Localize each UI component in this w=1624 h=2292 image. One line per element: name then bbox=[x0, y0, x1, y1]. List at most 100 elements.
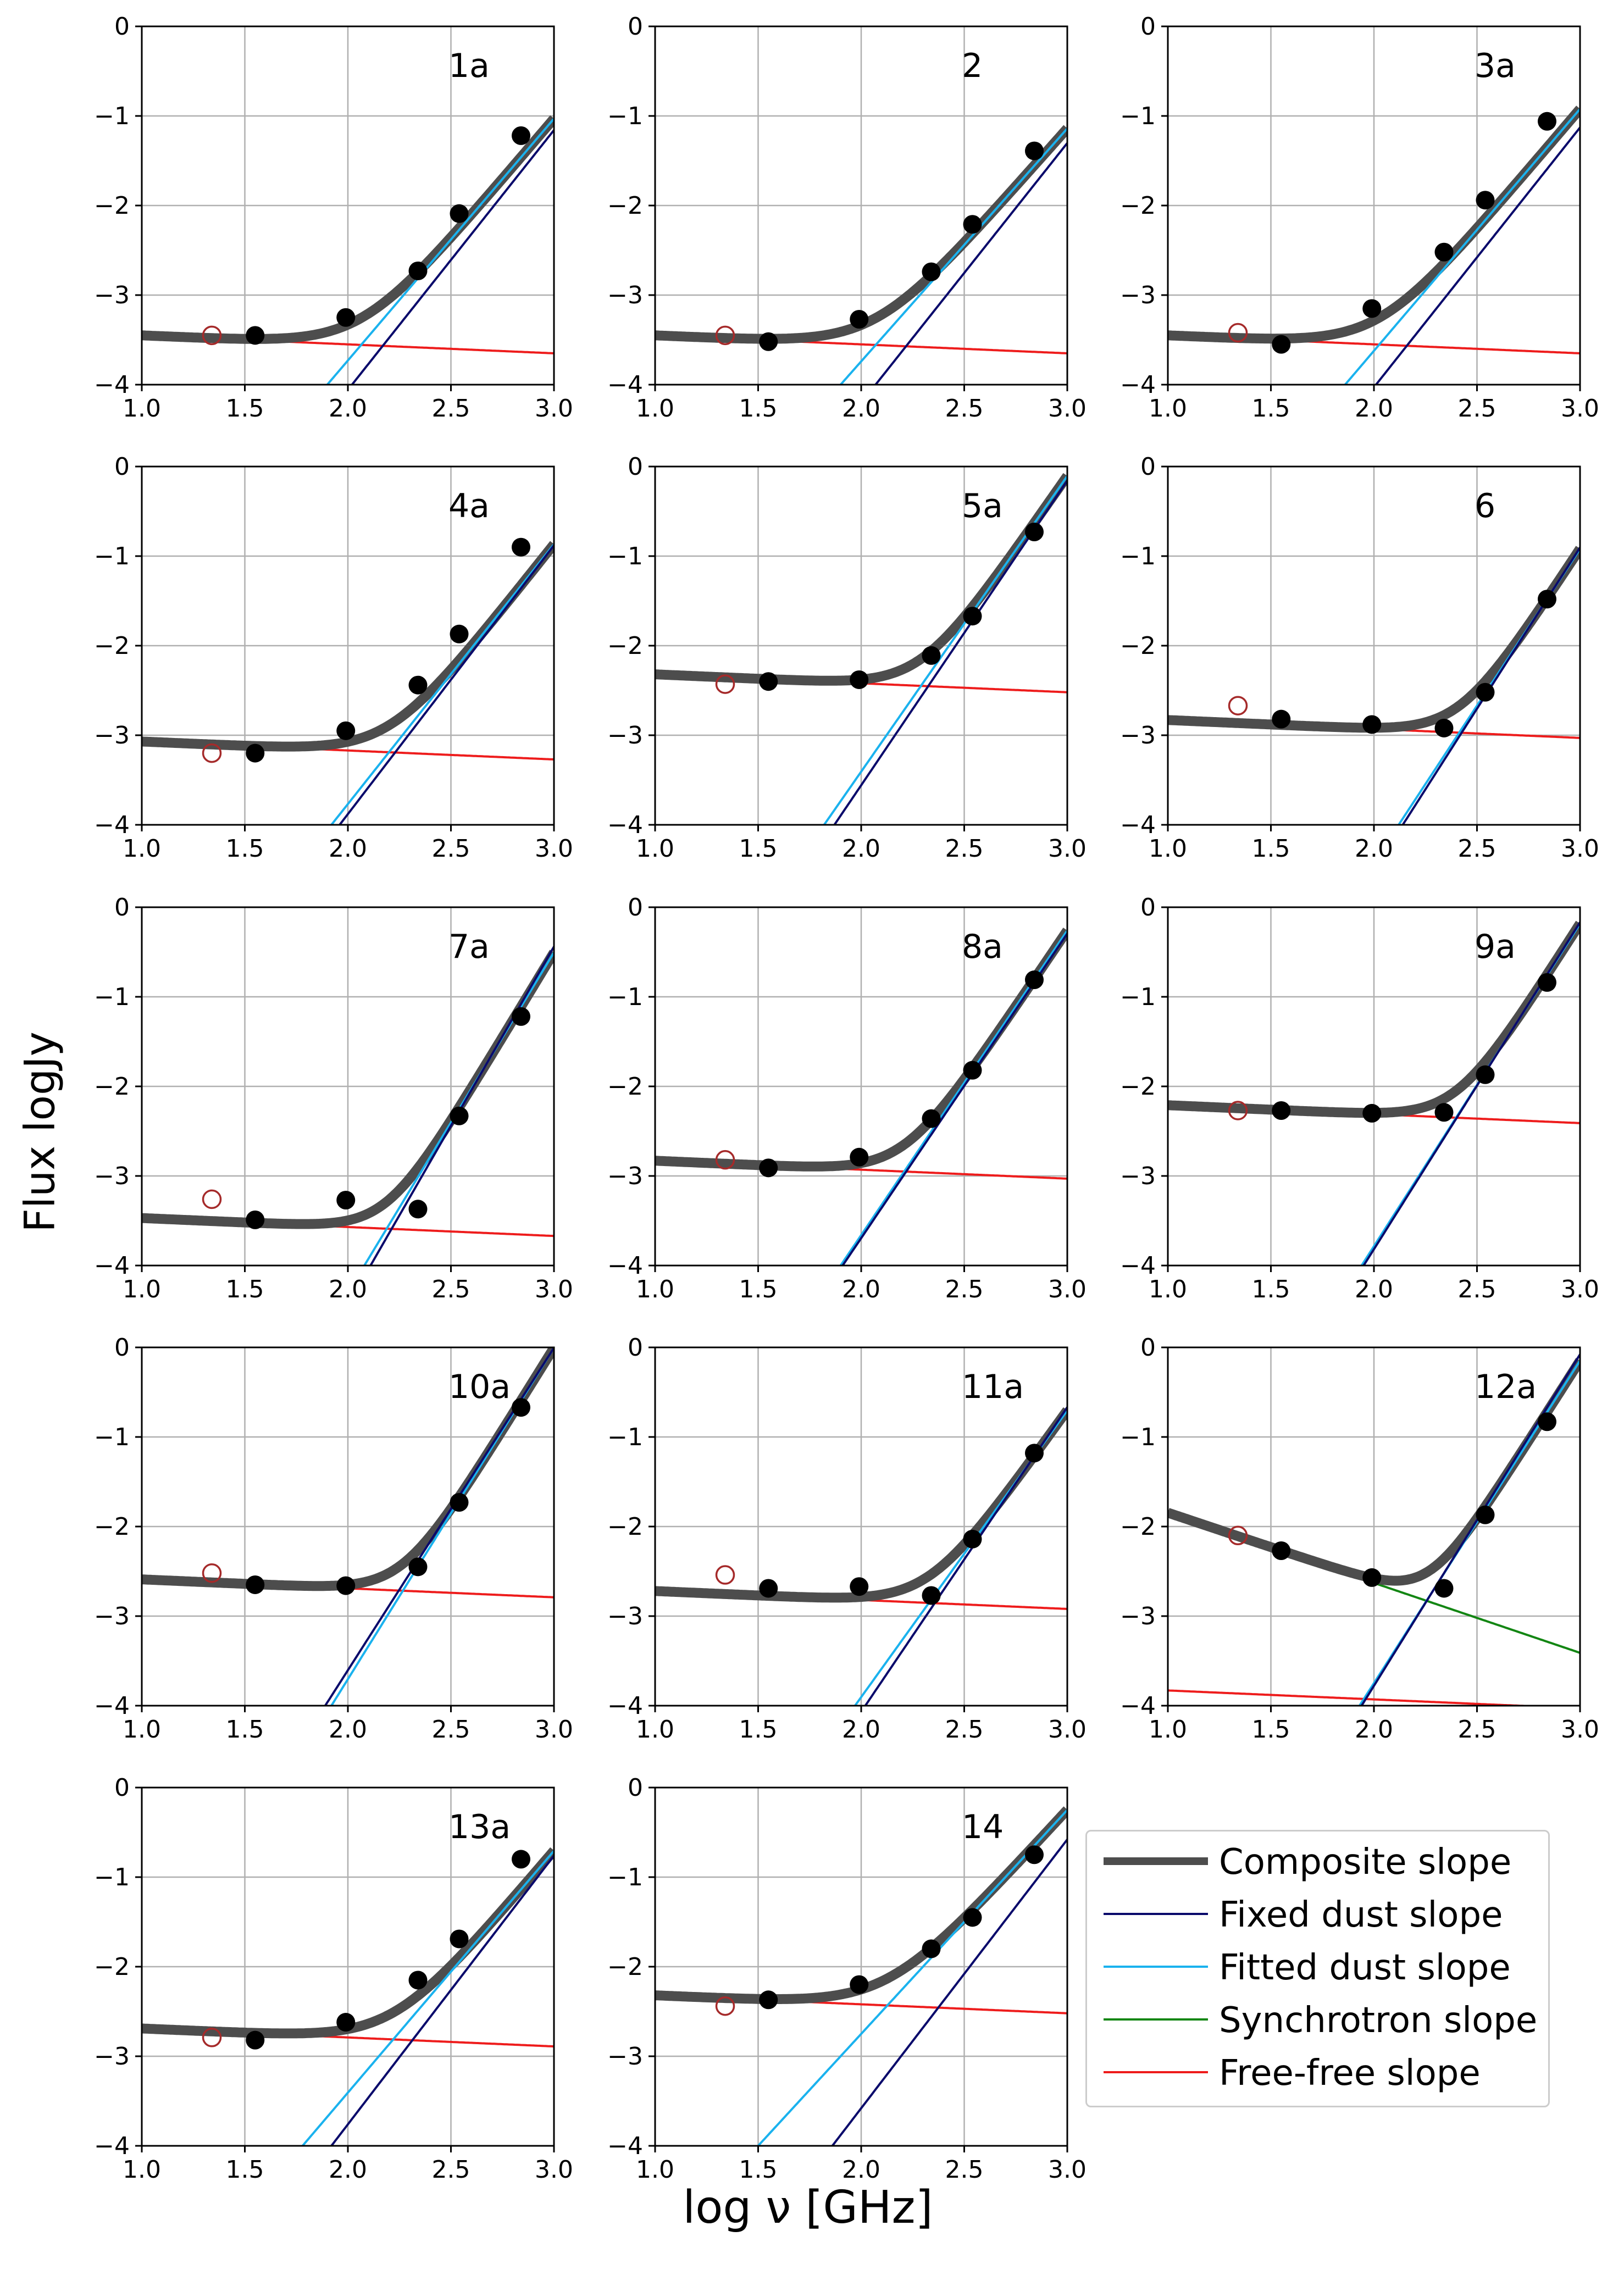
data-point bbox=[1434, 242, 1454, 262]
data-point bbox=[963, 1908, 982, 1927]
panel-title: 13a bbox=[448, 1808, 511, 1846]
fixed-dust-line bbox=[830, 1839, 1067, 2146]
panel-title: 1a bbox=[448, 47, 490, 85]
panel-7a: 1.0 1.5 2.0 2.5 3.0 0 −1 −2 −3 −4 7a bbox=[94, 894, 573, 1303]
y-tick-label: −1 bbox=[94, 983, 130, 1011]
panel-title: 5a bbox=[962, 487, 1003, 525]
x-tick-label: 1.5 bbox=[226, 395, 264, 423]
fixed-dust-line bbox=[1360, 1353, 1580, 1706]
x-tick-label: 2.0 bbox=[329, 1275, 367, 1303]
data-point bbox=[450, 1929, 469, 1949]
y-tick-label: −1 bbox=[1120, 542, 1156, 570]
y-tick-label: 0 bbox=[628, 1774, 643, 1802]
fixed-dust-line bbox=[350, 129, 554, 385]
y-tick-label: −3 bbox=[94, 1602, 130, 1630]
plot-area bbox=[655, 473, 1067, 825]
y-tick-label: 0 bbox=[114, 894, 130, 922]
data-point bbox=[246, 1210, 265, 1229]
fixed-dust-line bbox=[864, 1406, 1067, 1706]
data-point bbox=[1025, 1845, 1044, 1864]
open-data-point bbox=[1228, 323, 1248, 343]
data-point bbox=[1538, 1412, 1556, 1431]
fixed-dust-line bbox=[874, 142, 1067, 385]
x-tick-label: 2.5 bbox=[1458, 1716, 1496, 1744]
y-tick-label: −4 bbox=[94, 811, 130, 839]
y-tick-label: −3 bbox=[607, 2043, 643, 2071]
data-point bbox=[922, 646, 941, 665]
y-tick-label: −2 bbox=[607, 632, 643, 660]
y-tick-label: −2 bbox=[607, 1953, 643, 1981]
legend-item-fitted-dust: Fitted dust slope bbox=[1098, 1943, 1543, 1992]
data-point bbox=[963, 1529, 982, 1549]
panel-4a: 1.0 1.5 2.0 2.5 3.0 0 −1 −2 −3 −4 4a bbox=[94, 453, 573, 863]
data-point bbox=[1272, 1101, 1291, 1120]
x-tick-label: 1.5 bbox=[739, 1716, 778, 1744]
data-point bbox=[850, 1975, 869, 1994]
x-tick-label: 1.0 bbox=[123, 395, 161, 423]
fixed-dust-line bbox=[1401, 547, 1580, 825]
x-tick-label: 1.5 bbox=[739, 1275, 778, 1303]
x-tick-label: 3.0 bbox=[1048, 395, 1087, 423]
plot-area bbox=[655, 125, 1067, 385]
x-tick-label: 3.0 bbox=[535, 1275, 573, 1303]
data-point bbox=[759, 1158, 778, 1178]
panel-title: 12a bbox=[1475, 1368, 1537, 1406]
x-tick-label: 2.5 bbox=[945, 1275, 984, 1303]
panel-title: 7a bbox=[448, 928, 490, 966]
x-tick-label: 2.0 bbox=[329, 835, 367, 863]
x-tick-label: 1.5 bbox=[226, 2156, 264, 2184]
y-tick-label: 0 bbox=[114, 1334, 130, 1362]
x-tick-label: 2.5 bbox=[1458, 395, 1496, 423]
legend-label-synchrotron: Synchrotron slope bbox=[1219, 2000, 1538, 2041]
fixed-dust-line bbox=[338, 545, 554, 825]
legend-swatch-fitted-dust bbox=[1104, 1966, 1208, 1968]
fixed-dust-line bbox=[330, 1855, 554, 2146]
x-tick-label: 2.0 bbox=[842, 835, 880, 863]
x-tick-label: 1.0 bbox=[636, 835, 674, 863]
data-point bbox=[450, 204, 469, 223]
x-tick-label: 1.0 bbox=[1149, 835, 1187, 863]
y-tick-label: 0 bbox=[1140, 1334, 1156, 1362]
y-tick-label: −1 bbox=[607, 1423, 643, 1451]
legend-item-free-free: Free-free slope bbox=[1098, 2048, 1543, 2097]
legend-swatch-composite bbox=[1104, 1857, 1208, 1865]
x-tick-label: 2.0 bbox=[1355, 1716, 1393, 1744]
data-point bbox=[1362, 299, 1382, 318]
x-tick-label: 2.5 bbox=[432, 835, 470, 863]
y-tick-label: −2 bbox=[94, 1953, 130, 1981]
x-tick-label: 2.5 bbox=[945, 1716, 984, 1744]
y-tick-label: −1 bbox=[94, 1423, 130, 1451]
y-tick-label: −3 bbox=[94, 722, 130, 750]
x-tick-label: 1.0 bbox=[123, 2156, 161, 2184]
data-point bbox=[1362, 1568, 1382, 1587]
y-tick-label: 0 bbox=[628, 453, 643, 481]
data-point bbox=[336, 721, 356, 740]
data-point bbox=[1538, 590, 1556, 609]
panel-title: 9a bbox=[1475, 928, 1516, 966]
data-point bbox=[408, 1200, 428, 1219]
fitted-dust-line bbox=[853, 1409, 1067, 1706]
panel-title: 6 bbox=[1475, 487, 1495, 525]
data-point bbox=[450, 1106, 469, 1125]
fixed-dust-line bbox=[369, 946, 554, 1266]
data-point bbox=[1434, 1579, 1454, 1598]
x-tick-label: 1.5 bbox=[1252, 1275, 1290, 1303]
y-tick-label: −3 bbox=[1120, 722, 1156, 750]
data-point bbox=[1434, 718, 1454, 737]
x-tick-label: 3.0 bbox=[1048, 2156, 1087, 2184]
plot-area bbox=[142, 946, 554, 1266]
plot-area bbox=[142, 1347, 554, 1706]
data-point bbox=[246, 743, 265, 763]
open-data-point bbox=[202, 743, 222, 763]
legend-swatch-fixed-dust bbox=[1104, 1913, 1208, 1915]
y-tick-label: −2 bbox=[1120, 1513, 1156, 1541]
x-tick-label: 3.0 bbox=[1561, 1275, 1599, 1303]
y-tick-label: −2 bbox=[1120, 1073, 1156, 1101]
plot-area bbox=[655, 1806, 1067, 2146]
y-tick-label: −1 bbox=[607, 542, 643, 570]
fitted-dust-line bbox=[1358, 1360, 1580, 1706]
y-tick-label: 0 bbox=[628, 1334, 643, 1362]
y-tick-label: −3 bbox=[607, 281, 643, 309]
x-tick-label: 2.0 bbox=[329, 1716, 367, 1744]
